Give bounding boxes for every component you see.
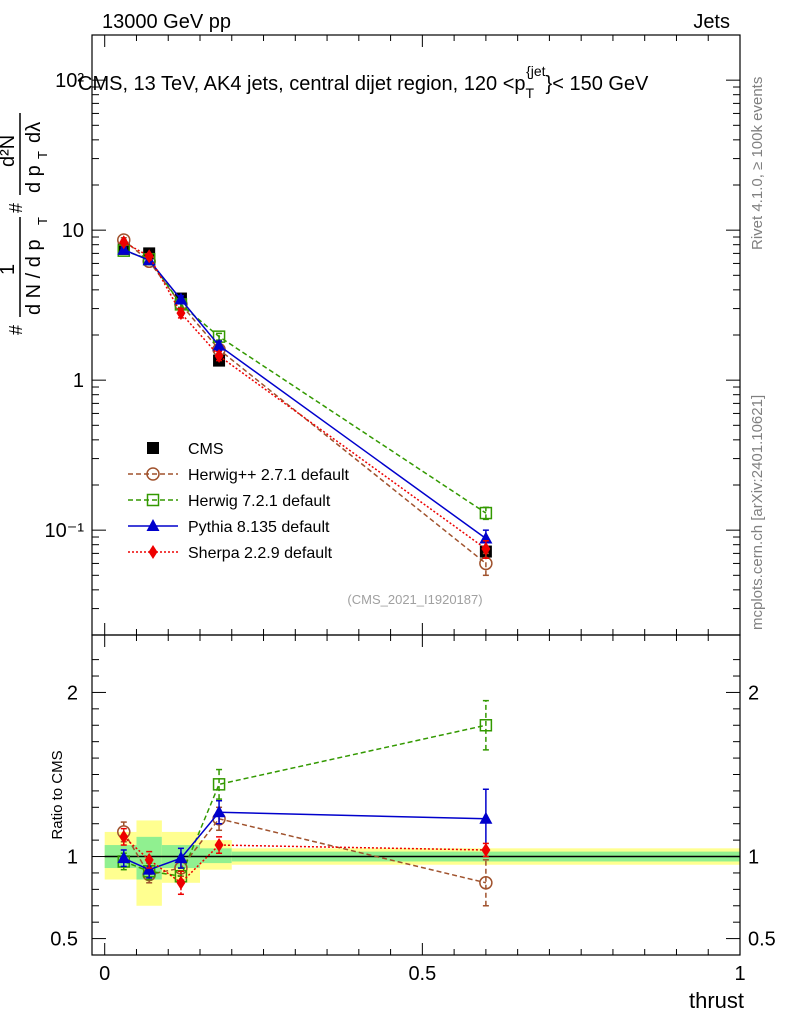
- title-tail: }< 150 GeV: [546, 73, 650, 95]
- legend-entry: Sherpa 2.2.9 default: [128, 545, 333, 562]
- legend-label: Sherpa 2.2.9 default: [188, 545, 333, 562]
- ratio-y-tick-label-right: 1: [748, 847, 759, 869]
- x-tick-label: 0: [99, 963, 110, 985]
- marker-diamond: [176, 306, 186, 321]
- legend-entry: Herwig++ 2.7.1 default: [128, 467, 350, 484]
- title-main: CMS, 13 TeV, AK4 jets, central dijet reg…: [78, 73, 526, 95]
- ylabel-subscript: T: [35, 217, 50, 225]
- axis-ticks: [92, 34, 741, 956]
- marker-triangle: [117, 851, 131, 864]
- marker-open-square: [479, 719, 493, 732]
- marker-triangle: [212, 338, 226, 351]
- plot-title: CMS, 13 TeV, AK4 jets, central dijet reg…: [78, 63, 649, 101]
- legend-label: CMS: [188, 441, 224, 458]
- marker-square: [147, 442, 159, 454]
- legend-label: Herwig++ 2.7.1 default: [188, 467, 350, 484]
- marker-diamond: [214, 838, 224, 853]
- marker-diamond: [148, 545, 158, 559]
- y-tick-label: 10: [62, 220, 84, 242]
- legend-label: Herwig 7.2.1 default: [188, 493, 331, 510]
- legend: CMS Herwig++ 2.7.1 default Herwig 7.2.1 de…: [128, 441, 350, 562]
- marker-diamond: [214, 348, 224, 363]
- marker-diamond: [481, 842, 491, 857]
- series-line: [123, 239, 487, 565]
- ylabel-numerator: 1: [0, 264, 19, 275]
- ylabel-hash-2: #: [6, 203, 26, 213]
- title-superscript: {jet: [526, 63, 546, 79]
- series-line: [123, 241, 487, 550]
- header-energy: 13000 GeV pp: [102, 11, 231, 33]
- ratio-y-tick-label: 2: [67, 682, 78, 704]
- marker-triangle: [479, 531, 493, 544]
- marker-triangle: [146, 519, 160, 531]
- ratio-y-tick-label-right: 0.5: [748, 929, 776, 951]
- ylabel-denominator-2: d p: [23, 165, 45, 193]
- main-series-sherpa-2-2-9-default: [119, 235, 491, 559]
- marker-triangle: [212, 805, 226, 818]
- x-tick-label: 0.5: [408, 963, 436, 985]
- ylabel-hash: #: [6, 325, 26, 335]
- x-tick-label: 1: [734, 963, 745, 985]
- ratio-y-tick-label: 0.5: [50, 929, 78, 951]
- ratio-series-pythia-8-135-default: [117, 788, 493, 879]
- header-category: Jets: [693, 11, 730, 33]
- ratio-series-sherpa-2-2-9-default: [119, 827, 491, 896]
- title-subscript: T: [526, 85, 535, 101]
- y-tick-label: 10²: [55, 70, 84, 92]
- ratio-plot-frame: [91, 634, 741, 956]
- marker-triangle: [174, 851, 188, 864]
- ylabel-subscript-2: T: [35, 151, 50, 159]
- ylabel-denominator: d N / d p: [23, 239, 45, 315]
- marker-diamond: [144, 852, 154, 867]
- main-series-pythia-8-135-default: [117, 242, 493, 549]
- green-band-3: [200, 848, 232, 864]
- figure-text: 13000 GeV pp Jets (CMS_2021_I1920187) Ra…: [0, 11, 776, 1013]
- rivet-version-label: Rivet 4.1.0, ≥ 100k events: [749, 77, 766, 250]
- marker-diamond: [144, 249, 154, 264]
- y-tick-label: 1: [73, 370, 84, 392]
- ratio-series: [117, 699, 493, 907]
- marker-open-circle: [479, 876, 493, 890]
- ylabel-dlambda: dλ: [23, 122, 45, 143]
- marker-triangle: [479, 811, 493, 824]
- marker-triangle: [174, 292, 188, 305]
- x-axis-label: thrust: [689, 988, 744, 1013]
- analysis-watermark: (CMS_2021_I1920187): [347, 592, 482, 607]
- marker-diamond: [119, 235, 129, 250]
- legend-entry: Herwig 7.2.1 default: [128, 493, 331, 510]
- legend-label: Pythia 8.135 default: [188, 519, 330, 536]
- marker-diamond: [176, 875, 186, 890]
- marker-open-square: [146, 493, 160, 507]
- main-series: [117, 233, 493, 577]
- ylabel-d2n: d²N: [0, 135, 19, 167]
- marker-open-square: [479, 506, 493, 520]
- legend-entry: CMS: [147, 441, 224, 458]
- marker-diamond: [481, 541, 491, 556]
- ratio-y-axis-label: Ratio to CMS: [49, 750, 66, 839]
- ratio-y-tick-label-right: 2: [748, 682, 759, 704]
- marker-open-circle: [146, 467, 160, 481]
- ratio-y-tick-label: 1: [67, 847, 78, 869]
- mcplots-reference-label: mcplots.cern.ch [arXiv:2401.10621]: [749, 395, 766, 630]
- marker-open-square: [212, 778, 226, 791]
- marker-diamond: [119, 829, 129, 844]
- y-tick-label: 10⁻¹: [45, 520, 85, 542]
- legend-entry: Pythia 8.135 default: [128, 519, 330, 536]
